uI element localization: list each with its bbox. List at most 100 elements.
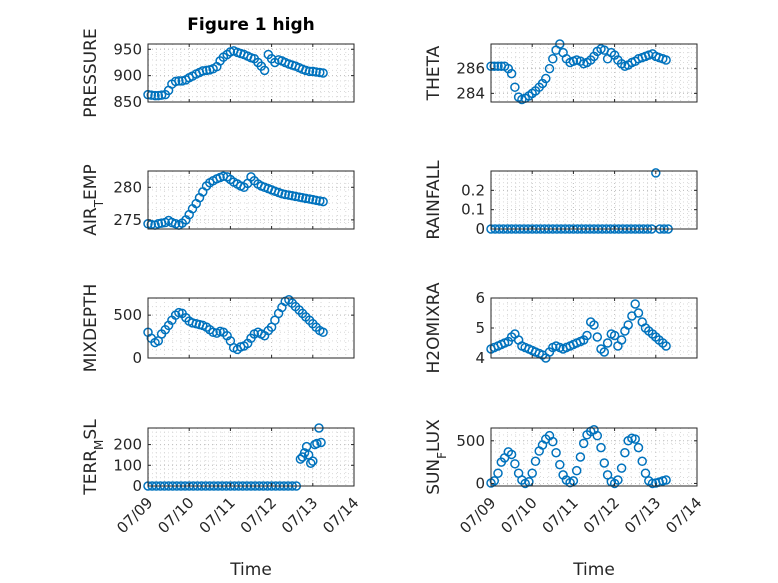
- axes-frame: [147, 43, 355, 103]
- data-point: [156, 90, 167, 100]
- data-point: [311, 195, 321, 206]
- y-tick-label: 0: [475, 220, 485, 238]
- data-point: [489, 476, 500, 486]
- y-axis-label: H2OMIXRA: [424, 282, 444, 373]
- y-tick-label: 200: [113, 436, 142, 454]
- y-axis-label-subscript: F: [435, 452, 449, 459]
- data-point: [630, 299, 640, 309]
- data-point: [551, 447, 561, 458]
- y-axis-label: SUNFLUX: [424, 419, 449, 495]
- data-point: [596, 442, 606, 453]
- subplot-pressure: 850 900 950 PRESSURE: [81, 28, 355, 118]
- y-tick-label: 286: [456, 60, 485, 78]
- data-point: [589, 320, 599, 330]
- y-tick-label: 500: [456, 432, 485, 450]
- data-point: [630, 434, 640, 444]
- y-tick-label: 0: [475, 474, 485, 492]
- subplot-theta: 284 286 THETA: [424, 39, 698, 105]
- data-point: [661, 55, 671, 65]
- data-point: [312, 438, 322, 449]
- data-point: [575, 452, 586, 462]
- x-tick-label: 07/13: [621, 494, 664, 537]
- data-point: [609, 330, 620, 341]
- x-tick-label: 07/11: [539, 494, 582, 537]
- data-point: [592, 430, 603, 441]
- y-axis-label-rest: EMP: [81, 164, 101, 200]
- y-tick-label: 0.2: [461, 181, 485, 199]
- axes-frame: [147, 427, 355, 487]
- data-point: [633, 308, 644, 318]
- data-point: [633, 442, 644, 453]
- data-point: [304, 66, 315, 77]
- data-point: [599, 347, 610, 357]
- y-axis-label: MIXDEPTH: [81, 284, 101, 373]
- y-tick-label: 5: [475, 319, 485, 337]
- y-axis-label-main: AIR: [81, 207, 101, 236]
- data-point: [620, 447, 630, 458]
- subplot-rainfall: 00.1 0.2 RAINFALL: [424, 160, 698, 240]
- data-point: [316, 437, 326, 448]
- data-point: [616, 335, 627, 345]
- x-tick-label: 07/12: [237, 494, 280, 537]
- data-point: [592, 332, 603, 342]
- x-tick-label: 07/14: [662, 494, 705, 537]
- y-tick-label: 0: [132, 349, 142, 367]
- axes-frame: [490, 427, 698, 487]
- x-tick-label: 07/11: [196, 494, 239, 537]
- data-point: [661, 475, 671, 485]
- y-tick-label: 850: [113, 93, 142, 111]
- y-axis-label-main: SUN: [424, 459, 444, 495]
- x-tick-label: 07/10: [154, 494, 197, 537]
- y-tick-label: 900: [113, 67, 142, 85]
- y-axis-label-subscript: M: [92, 440, 106, 450]
- subplot-air_temp: 275 280 AIRTEMP: [81, 164, 355, 236]
- y-tick-label: 275: [113, 211, 142, 229]
- axes-frame: [490, 170, 698, 230]
- data-point: [548, 436, 558, 447]
- data-point: [153, 90, 164, 101]
- data-point: [198, 66, 208, 76]
- data-point: [506, 68, 517, 79]
- y-tick-label: 4: [475, 349, 485, 367]
- data-point: [602, 338, 613, 348]
- axes-frame: [147, 170, 355, 230]
- x-tick-label: 07/12: [580, 494, 623, 537]
- data-point: [541, 73, 551, 84]
- data-point: [308, 456, 318, 466]
- data-point: [170, 76, 181, 87]
- data-point: [616, 463, 627, 473]
- y-axis-label-main: TERR: [81, 450, 101, 496]
- data-point: [493, 468, 503, 478]
- data-point: [651, 168, 661, 178]
- figure-title: Figure 1 high: [187, 15, 315, 35]
- x-axis-label: Time: [229, 560, 272, 580]
- data-point: [146, 90, 157, 100]
- y-axis-label-rest: LUX: [424, 419, 444, 452]
- data-point: [280, 189, 290, 200]
- subplot-h2omixra: 4 5 6 H2OMIXRA: [424, 282, 698, 374]
- y-axis-label: AIRTEMP: [81, 164, 106, 235]
- data-point: [318, 68, 328, 78]
- x-tick-label: 07/13: [278, 494, 321, 537]
- data-point: [555, 459, 565, 470]
- data-point: [315, 67, 325, 78]
- data-point: [582, 330, 592, 341]
- y-axis-label-subscript: T: [92, 199, 106, 208]
- y-tick-label: 950: [113, 40, 142, 58]
- y-tick-label: 284: [456, 84, 485, 102]
- data-point: [510, 82, 520, 92]
- data-point: [510, 459, 520, 469]
- y-tick-label: 0.1: [461, 201, 485, 219]
- axes-frame: [147, 297, 355, 359]
- data-point: [530, 456, 541, 467]
- x-tick-label: 07/14: [319, 494, 362, 537]
- y-axis-label: THETA: [424, 45, 444, 101]
- data-point: [301, 193, 311, 204]
- data-point: [318, 327, 328, 338]
- data-point: [613, 475, 623, 485]
- data-point: [174, 76, 184, 86]
- x-tick-label: 07/09: [456, 494, 499, 537]
